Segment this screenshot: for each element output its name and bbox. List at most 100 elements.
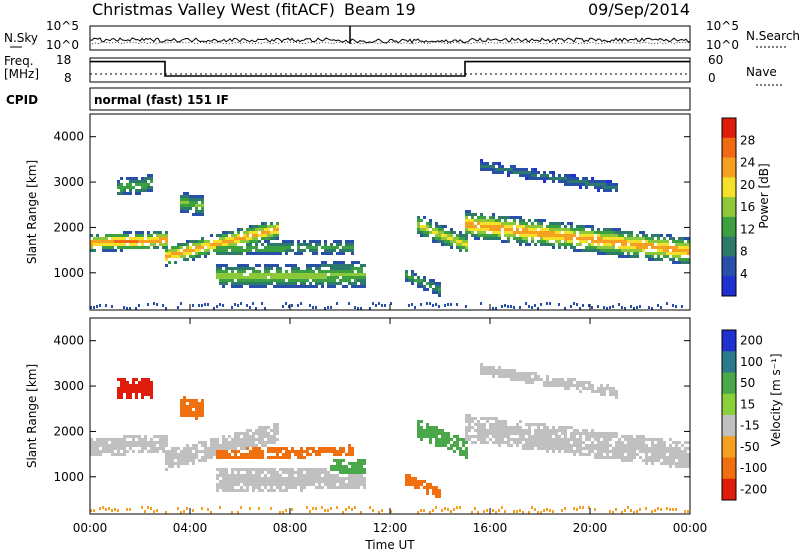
heatmap-cell: [183, 396, 186, 399]
heatmap-cell: [255, 237, 258, 240]
heatmap-cell: [558, 435, 561, 438]
heatmap-cell: [480, 426, 483, 429]
heatmap-cell: [504, 429, 507, 432]
heatmap-cell: [195, 450, 198, 453]
heatmap-cell: [423, 285, 426, 288]
heatmap-cell: [567, 381, 570, 384]
heatmap-cell: [588, 231, 591, 234]
heatmap-cell: [168, 456, 171, 459]
heatmap-cell: [132, 435, 135, 438]
heatmap-cell: [615, 435, 618, 438]
heatmap-cell: [216, 468, 219, 471]
heatmap-cell: [162, 246, 165, 249]
heatmap-cell: [654, 459, 657, 462]
heatmap-cell: [687, 240, 690, 243]
heatmap-cell: [363, 285, 366, 288]
heatmap-cell: [603, 390, 606, 393]
heatmap-cell: [654, 447, 657, 450]
heatmap-cell: [258, 426, 261, 429]
heatmap-cell: [579, 249, 582, 252]
heatmap-cell: [201, 459, 204, 462]
heatmap-cell: [273, 252, 276, 255]
heatmap-cell: [333, 264, 336, 267]
heatmap-cell: [96, 453, 99, 456]
heatmap-cell: [600, 444, 603, 447]
heatmap-cell: [585, 429, 588, 432]
heatmap-cell: [684, 261, 687, 264]
heatmap-cell: [447, 432, 450, 435]
heatmap-cell: [189, 450, 192, 453]
heatmap-cell: [141, 387, 144, 390]
heatmap-cell: [237, 267, 240, 270]
heatmap-cell: [240, 273, 243, 276]
heatmap-cell: [639, 447, 642, 450]
heatmap-cell: [252, 240, 255, 243]
heatmap-cell: [129, 180, 132, 183]
heatmap-cell: [147, 240, 150, 243]
heatmap-cell: [297, 249, 300, 252]
heatmap-cell: [474, 435, 477, 438]
heatmap-cell: [294, 483, 297, 486]
heatmap-cell: [426, 282, 429, 285]
heatmap-cell: [600, 387, 603, 390]
heatmap-cell: [561, 243, 564, 246]
heatmap-cell: [276, 480, 279, 483]
heatmap-cell: [192, 456, 195, 459]
ground-scatter-cell: [351, 508, 353, 511]
heatmap-cell: [279, 483, 282, 486]
heatmap-cell: [681, 456, 684, 459]
heatmap-cell: [249, 237, 252, 240]
heatmap-cell: [288, 450, 291, 453]
heatmap-cell: [582, 249, 585, 252]
heatmap-cell: [552, 237, 555, 240]
heatmap-cell: [333, 480, 336, 483]
heatmap-cell: [483, 231, 486, 234]
heatmap-cell: [342, 480, 345, 483]
heatmap-cell: [141, 234, 144, 237]
heatmap-cell: [441, 225, 444, 228]
cpid-value: normal (fast) 151 IF: [94, 93, 229, 107]
heatmap-cell: [213, 447, 216, 450]
heatmap-cell: [546, 240, 549, 243]
heatmap-cell: [453, 237, 456, 240]
heatmap-cell: [177, 459, 180, 462]
heatmap-cell: [324, 264, 327, 267]
heatmap-cell: [501, 420, 504, 423]
heatmap-cell: [357, 486, 360, 489]
ground-scatter-cell: [540, 303, 542, 306]
heatmap-cell: [627, 252, 630, 255]
heatmap-cell: [231, 480, 234, 483]
heatmap-cell: [546, 237, 549, 240]
heatmap-cell: [627, 456, 630, 459]
heatmap-cell: [195, 252, 198, 255]
heatmap-cell: [504, 225, 507, 228]
heatmap-cell: [165, 240, 168, 243]
heatmap-cell: [573, 450, 576, 453]
heatmap-cell: [216, 249, 219, 252]
heatmap-cell: [510, 171, 513, 174]
heatmap-cell: [543, 228, 546, 231]
heatmap-cell: [492, 219, 495, 222]
heatmap-cell: [498, 444, 501, 447]
heatmap-cell: [339, 273, 342, 276]
heatmap-cell: [291, 270, 294, 273]
heatmap-cell: [657, 243, 660, 246]
heatmap-cell: [639, 240, 642, 243]
ground-scatter-cell: [537, 511, 539, 514]
ground-scatter-cell: [528, 511, 530, 514]
heatmap-cell: [333, 282, 336, 285]
heatmap-cell: [597, 444, 600, 447]
heatmap-cell: [621, 231, 624, 234]
heatmap-cell: [492, 216, 495, 219]
heatmap-cell: [207, 252, 210, 255]
heatmap-cell: [612, 447, 615, 450]
heatmap-cell: [228, 267, 231, 270]
heatmap-cell: [561, 237, 564, 240]
ground-scatter-cell: [471, 511, 473, 514]
heatmap-cell: [360, 471, 363, 474]
heatmap-cell: [687, 462, 690, 465]
heatmap-cell: [357, 483, 360, 486]
heatmap-cell: [483, 234, 486, 237]
heatmap-cell: [264, 477, 267, 480]
time-axis-label: Time UT: [364, 538, 415, 552]
